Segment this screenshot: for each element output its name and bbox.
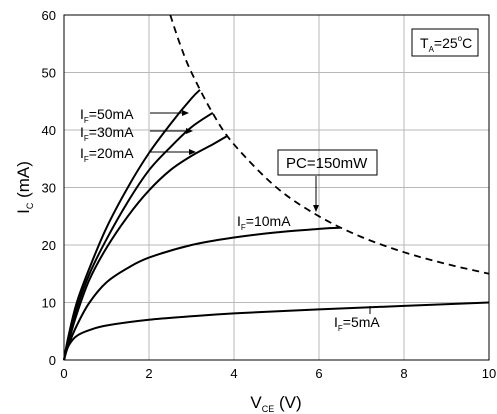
power-limit-arrowhead: [313, 205, 319, 212]
x-tick-label: 0: [60, 366, 67, 381]
condition-label-sub: A: [429, 45, 435, 54]
y-tick-label: 40: [42, 123, 56, 138]
tick-labels: 0 2 4 6 8 10 0 10 20 30 40 50 60: [42, 8, 497, 381]
curves: [63, 14, 490, 361]
label-arrowhead: [189, 149, 196, 155]
series-label-main: I: [80, 106, 84, 122]
condition-label-sup: o: [458, 34, 463, 43]
x-tick-label: 4: [230, 366, 237, 381]
x-tick-label: 2: [145, 366, 152, 381]
series-label: IF=20mA: [80, 145, 134, 164]
series-label-rest: =50mA: [89, 106, 134, 122]
label-arrowhead: [186, 128, 193, 134]
condition-label-tail: C: [462, 35, 472, 51]
y-axis-label: IC (mA): [14, 161, 35, 214]
condition-box: [411, 28, 479, 57]
label-arrowhead: [182, 110, 189, 116]
y-tick-label: 10: [42, 296, 56, 311]
series-label-sub: F: [84, 134, 89, 143]
condition-label: TA=25oC: [420, 34, 472, 54]
power-limit-box: [277, 149, 378, 176]
series-line-if-5ma: [63, 301, 490, 361]
series-label-rest: =5mA: [343, 314, 381, 330]
series-line-if-50ma: [63, 89, 201, 361]
series-label-main: I: [80, 124, 84, 140]
x-tick-label: 10: [482, 366, 496, 381]
series-label-rest: =10mA: [246, 213, 291, 229]
x-axis-label: VCE (V): [250, 393, 301, 414]
series-label: IF=50mA: [80, 106, 134, 125]
grid-lines: [64, 15, 489, 360]
series-label-main: I: [237, 213, 241, 229]
plot-frame: [63, 14, 490, 361]
power-limit-curve: [169, 14, 490, 275]
series-label-rest: =20mA: [89, 145, 134, 161]
condition-label-rest: =25: [434, 35, 458, 51]
curve-labels: VCE (V)IC (mA)TA=25oCIF=50mAIF=30mAIF=20…: [14, 28, 479, 414]
series-label-sub: F: [84, 155, 89, 164]
y-tick-label: 20: [42, 238, 56, 253]
series-label: IF=30mA: [80, 124, 134, 143]
series-line-if-10ma: [63, 226, 341, 361]
y-axis-label-main: I: [14, 209, 33, 214]
y-axis-label-sub: C: [25, 202, 35, 209]
y-tick-label: 60: [42, 8, 56, 23]
series-label-main: I: [80, 145, 84, 161]
series-label-rest: =30mA: [89, 124, 134, 140]
series-label-main: I: [334, 314, 338, 330]
y-tick-label: 30: [42, 181, 56, 196]
y-tick-label: 50: [42, 66, 56, 81]
x-axis-label-unit: (V): [274, 393, 301, 412]
series-line-if-20ma: [63, 134, 229, 361]
x-tick-label: 6: [315, 366, 322, 381]
x-tick-label: 8: [400, 366, 407, 381]
series-label-sub: F: [338, 324, 343, 333]
x-axis-label-sub: CE: [262, 404, 275, 414]
y-axis-label-unit: (mA): [14, 161, 33, 203]
series-label: IF=5mA: [334, 314, 380, 333]
y-tick-label: 0: [49, 353, 56, 368]
x-axis-label-main: V: [250, 393, 262, 412]
power-limit-label: PC=150mW: [286, 155, 368, 172]
condition-label-main: T: [420, 35, 429, 51]
series-label-sub: F: [241, 223, 246, 232]
series-label: IF=10mA: [237, 213, 291, 232]
series-line-if-30ma: [63, 111, 214, 361]
series-label-sub: F: [84, 116, 89, 125]
